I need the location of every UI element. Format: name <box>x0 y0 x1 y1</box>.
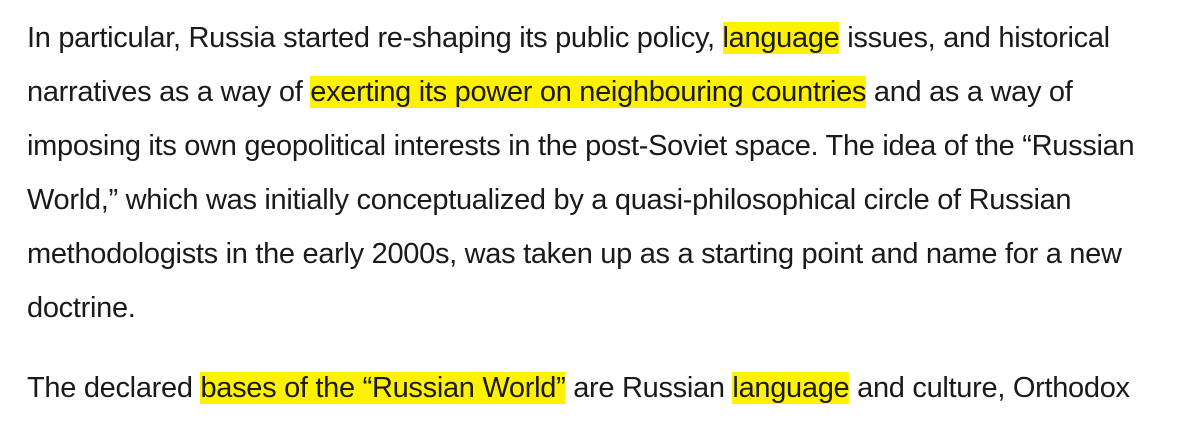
text-segment: issues, and historical narratives as a w… <box>27 22 1110 108</box>
text-segment: The declared <box>27 372 201 404</box>
text-segment: and as a way of imposing its own geopoli… <box>27 76 1135 324</box>
paragraph-russia-policy: In particular, Russia started re-shaping… <box>27 11 1187 335</box>
text-segment: In particular, Russia started re-shaping… <box>27 22 723 54</box>
article-body: In particular, Russia started re-shaping… <box>27 11 1187 415</box>
highlighted-text[interactable]: language <box>722 22 840 54</box>
highlighted-text[interactable]: exerting its power on neighbouring count… <box>310 76 867 108</box>
text-segment: and culture, Orthodox <box>849 372 1130 404</box>
highlighted-text[interactable]: language <box>732 372 850 404</box>
text-segment: are Russian <box>565 372 733 404</box>
paragraph-russian-world-bases: The declared bases of the “Russian World… <box>27 361 1187 415</box>
highlighted-text[interactable]: bases of the “Russian World” <box>200 372 566 404</box>
